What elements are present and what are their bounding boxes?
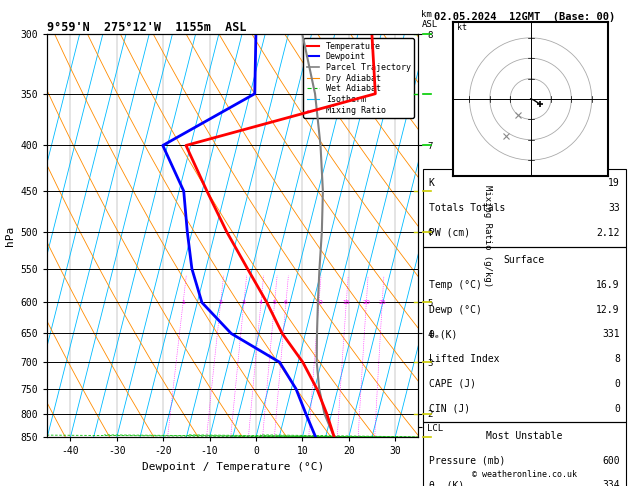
X-axis label: Dewpoint / Temperature (°C): Dewpoint / Temperature (°C) [142, 462, 324, 472]
Text: © weatheronline.co.uk: © weatheronline.co.uk [472, 470, 577, 479]
Text: 9°59'N  275°12'W  1155m  ASL: 9°59'N 275°12'W 1155m ASL [47, 21, 247, 34]
Text: 15: 15 [342, 300, 350, 305]
Text: 20: 20 [362, 300, 370, 305]
Text: 2.12: 2.12 [596, 228, 620, 238]
Text: 4: 4 [259, 300, 263, 305]
Text: 2: 2 [219, 300, 223, 305]
Text: km
ASL: km ASL [421, 10, 438, 29]
Text: 33: 33 [608, 203, 620, 213]
Text: 3: 3 [242, 300, 246, 305]
Text: Dewp (°C): Dewp (°C) [429, 305, 482, 314]
Text: 331: 331 [602, 330, 620, 339]
Text: Temp (°C): Temp (°C) [429, 280, 482, 290]
Text: K: K [429, 178, 435, 189]
Text: Surface: Surface [504, 255, 545, 265]
Bar [423, 422, 626, 486]
Bar [423, 246, 626, 422]
Text: Totals Totals: Totals Totals [429, 203, 505, 213]
Text: θₑ (K): θₑ (K) [429, 481, 464, 486]
Text: 334: 334 [602, 481, 620, 486]
Y-axis label: Mixing Ratio (g/kg): Mixing Ratio (g/kg) [483, 185, 492, 287]
Text: Most Unstable: Most Unstable [486, 431, 562, 441]
Text: 25: 25 [378, 300, 386, 305]
Text: 8: 8 [614, 354, 620, 364]
Text: PW (cm): PW (cm) [429, 228, 470, 238]
Text: 6: 6 [284, 300, 288, 305]
Text: 02.05.2024  12GMT  (Base: 00): 02.05.2024 12GMT (Base: 00) [433, 12, 615, 22]
Y-axis label: hPa: hPa [5, 226, 15, 246]
Text: kt: kt [457, 23, 467, 32]
Bar [423, 169, 626, 246]
Text: 19: 19 [608, 178, 620, 189]
Text: CIN (J): CIN (J) [429, 404, 470, 414]
Text: Pressure (mb): Pressure (mb) [429, 456, 505, 466]
Legend: Temperature, Dewpoint, Parcel Trajectory, Dry Adiabat, Wet Adiabat, Isotherm, Mi: Temperature, Dewpoint, Parcel Trajectory… [303, 38, 414, 118]
Text: 10: 10 [315, 300, 323, 305]
Text: 12.9: 12.9 [596, 305, 620, 314]
Text: Lifted Index: Lifted Index [429, 354, 499, 364]
Text: CAPE (J): CAPE (J) [429, 379, 476, 389]
Text: 600: 600 [602, 456, 620, 466]
Text: 1: 1 [181, 300, 185, 305]
Text: 16.9: 16.9 [596, 280, 620, 290]
Text: 0: 0 [614, 404, 620, 414]
Text: θₑ(K): θₑ(K) [429, 330, 458, 339]
Text: 0: 0 [614, 379, 620, 389]
Text: 5: 5 [273, 300, 277, 305]
